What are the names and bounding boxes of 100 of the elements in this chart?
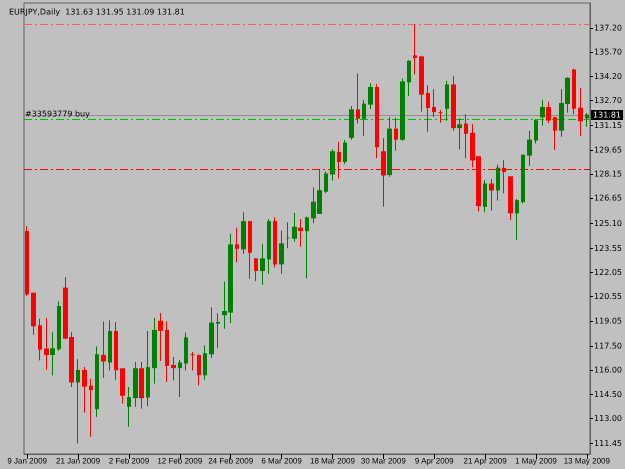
candlestick <box>553 116 557 150</box>
y-tick-label: 117.50 <box>594 341 622 350</box>
candlestick <box>451 75 456 132</box>
candlestick <box>343 139 347 165</box>
candlestick <box>432 88 436 118</box>
candlestick <box>521 154 525 204</box>
candlestick <box>438 109 443 124</box>
x-tick-label: 6 Mar 2009 <box>261 456 302 466</box>
candlestick <box>368 82 373 110</box>
candlestick <box>305 216 309 279</box>
candlestick <box>178 359 182 398</box>
candlestick <box>394 117 398 152</box>
candlestick <box>101 321 106 378</box>
candlestick <box>546 101 551 124</box>
y-tick-label: 119.05 <box>594 316 622 326</box>
chart-title: EURJPY,Daily 131.63 131.95 131.09 131.81 <box>9 8 185 16</box>
candlestick <box>127 386 131 428</box>
candlestick <box>375 84 379 159</box>
candlestick <box>489 178 494 212</box>
candlestick <box>496 164 500 202</box>
candlestick <box>89 378 93 438</box>
y-tick-label: 129.65 <box>594 145 622 154</box>
candlestick <box>515 198 519 240</box>
y-tick-label: 137.20 <box>594 24 622 33</box>
candlestick <box>286 222 290 249</box>
candlestick <box>248 220 252 280</box>
y-tick-label: 114.50 <box>594 390 622 399</box>
candlestick <box>387 116 392 178</box>
x-tick-label: 24 Feb 2009 <box>208 456 254 466</box>
candlestick <box>356 73 360 124</box>
candlestick <box>139 362 144 410</box>
candlestick <box>419 56 424 112</box>
candlestick <box>38 318 42 361</box>
y-tick-label: 135.70 <box>594 48 622 57</box>
candlestick <box>572 68 576 115</box>
y-tick-label: 134.20 <box>594 72 622 81</box>
candlestick <box>184 332 188 371</box>
candlestick <box>203 344 207 380</box>
candlestick <box>508 176 513 221</box>
candlestick <box>31 292 36 336</box>
y-tick-label: 111.45 <box>594 439 622 448</box>
candlestick <box>267 218 271 274</box>
x-tick-label: 9 Jan 2009 <box>7 456 48 466</box>
candlestick <box>578 88 583 136</box>
candlestick <box>426 84 430 132</box>
candlestick <box>197 354 201 386</box>
y-tick-label: 113.00 <box>594 414 622 423</box>
candlestick <box>25 226 29 296</box>
candlestick <box>407 60 411 96</box>
candlestick <box>483 180 487 213</box>
x-tick-label: 13 May 2009 <box>564 456 610 466</box>
candlestick <box>413 24 417 75</box>
candlestick <box>171 356 176 381</box>
candlestick <box>57 301 61 352</box>
candlestick <box>254 257 258 282</box>
candlestick <box>133 362 138 408</box>
candlestick <box>279 230 284 274</box>
ref-line-label: #33593779 buy <box>25 109 90 118</box>
candlestick <box>44 317 49 370</box>
candlestick <box>152 317 157 384</box>
candlestick <box>540 99 545 126</box>
candlestick <box>349 105 354 140</box>
candlestick <box>120 368 125 404</box>
candlestick <box>298 218 303 248</box>
x-tick-label: 9 Apr 2009 <box>414 456 454 466</box>
y-tick-label: 132.70 <box>594 96 622 106</box>
candlestick <box>292 212 297 242</box>
candlestick <box>273 216 277 268</box>
x-tick-label: 21 Apr 2009 <box>463 456 508 466</box>
candlestick <box>464 114 468 159</box>
candlestick <box>76 358 80 444</box>
candlestick <box>165 320 169 383</box>
candlestick <box>158 312 163 362</box>
candlestick <box>457 118 462 150</box>
candlestick <box>527 130 532 166</box>
y-tick-label: 122.05 <box>594 268 622 277</box>
candlestick <box>400 78 405 142</box>
y-tick-label: 131.15 <box>594 121 622 130</box>
candlestick <box>445 80 449 122</box>
x-tick-label: 1 May 2009 <box>515 456 558 466</box>
x-tick-label: 2 Feb 2009 <box>108 456 150 466</box>
candlestick <box>241 212 246 254</box>
candlestick <box>216 312 220 349</box>
x-tick-label: 18 Mar 2009 <box>310 456 356 466</box>
candlestick <box>235 227 239 263</box>
candlestick <box>114 322 118 380</box>
y-tick-label: 128.15 <box>594 170 622 179</box>
x-tick-label: 21 Jan 2009 <box>56 456 101 466</box>
candlestick <box>324 170 328 194</box>
candlestick <box>585 112 589 128</box>
candlestick <box>330 148 335 182</box>
y-tick-label: 120.55 <box>594 292 622 302</box>
candlestick <box>190 352 195 371</box>
candlestick <box>82 366 87 414</box>
candlestick <box>146 330 150 407</box>
y-tick-label: 116.00 <box>594 366 622 375</box>
candlestick <box>95 346 99 418</box>
y-tick-label: 126.65 <box>594 194 622 203</box>
x-tick-label: 12 Feb 2009 <box>157 456 203 466</box>
candlestick <box>209 306 214 358</box>
